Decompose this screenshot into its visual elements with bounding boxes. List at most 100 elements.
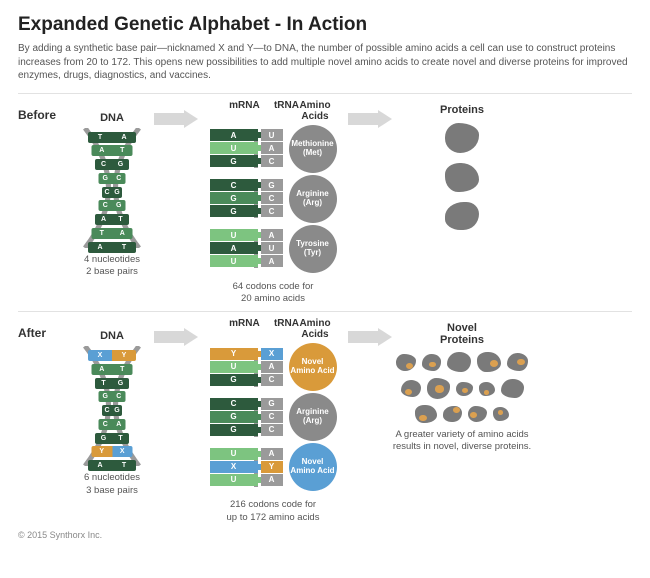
dna-caption: 6 nucleotides3 base pairs <box>84 472 140 497</box>
dna-rung: T G <box>95 378 129 389</box>
trna-base: A <box>261 255 283 267</box>
dna-rung: X Y <box>88 350 136 361</box>
dna-rung: A T <box>92 145 133 156</box>
dna-rung: C A <box>99 419 126 430</box>
codon-row: UXUAYA Novel Amino Acid <box>210 443 337 491</box>
trna-base: G <box>261 398 283 410</box>
amino-acid-circle: Arginine(Arg) <box>289 175 337 223</box>
codon-caption: 64 codons code for20 amino acids <box>233 281 314 306</box>
trna-base: G <box>261 179 283 191</box>
trna-base: U <box>261 129 283 141</box>
mrna-base: A <box>210 242 258 254</box>
protein-blob <box>479 382 495 396</box>
protein-blob <box>415 405 437 423</box>
mrna-base: X <box>210 461 258 473</box>
protein-blob <box>422 354 441 370</box>
mrna-base: U <box>210 448 258 460</box>
section-label: Before <box>18 100 70 122</box>
dna-rung: T A <box>92 228 133 239</box>
mrna-base: G <box>210 192 258 204</box>
protein-blob <box>447 352 471 372</box>
codon-row: AUGUAC Methionine(Met) <box>210 125 337 173</box>
amino-acid-circle: Arginine(Arg) <box>289 393 337 441</box>
mrna-base: G <box>210 155 258 167</box>
dna-rung: A T <box>92 364 133 375</box>
section-label: After <box>18 318 70 340</box>
panel-before: Before DNA T A A T C G G C C G C G A T <box>18 93 632 306</box>
protein-blob <box>427 378 451 398</box>
amino-acid-circle: Methionine(Met) <box>289 125 337 173</box>
protein-blob <box>507 353 528 371</box>
protein-blob <box>493 407 509 421</box>
protein-blob <box>477 352 501 372</box>
page-title: Expanded Genetic Alphabet - In Action <box>18 14 632 36</box>
protein-blob <box>443 406 462 422</box>
trna-base: C <box>261 411 283 423</box>
mrna-base: U <box>210 361 258 373</box>
mrna-base: G <box>210 424 258 436</box>
dna-rung: A T <box>88 460 136 471</box>
protein-area <box>392 352 532 423</box>
dna-label: DNA <box>100 318 124 346</box>
dna-rung: T A <box>88 132 136 143</box>
trna-base: X <box>261 348 283 360</box>
mrna-base: A <box>210 129 258 141</box>
arrow-icon <box>348 328 392 346</box>
protein-area <box>445 122 480 232</box>
trna-base: A <box>261 448 283 460</box>
dna-rung: C G <box>95 159 129 170</box>
trna-base: C <box>261 205 283 217</box>
trna-base: Y <box>261 461 283 473</box>
trna-base: C <box>261 424 283 436</box>
dna-rung: C G <box>99 200 126 211</box>
protein-blob <box>501 379 523 398</box>
protein-blob <box>445 163 479 192</box>
mrna-base: G <box>210 374 258 386</box>
protein-blob <box>468 406 487 422</box>
protein-caption: A greater variety of amino acids results… <box>392 429 532 454</box>
dna-rung: C G <box>102 187 122 198</box>
amino-acid-circle: Novel Amino Acid <box>289 443 337 491</box>
trna-base: U <box>261 242 283 254</box>
trna-base: C <box>261 192 283 204</box>
trna-base: A <box>261 142 283 154</box>
mrna-base: U <box>210 474 258 486</box>
protein-blob <box>445 202 478 230</box>
protein-label: Proteins <box>440 104 484 116</box>
trna-base: A <box>261 229 283 241</box>
mrna-base: Y <box>210 348 258 360</box>
arrow-icon <box>348 110 392 128</box>
dna-caption: 4 nucleotides2 base pairs <box>84 254 140 279</box>
mrna-base: U <box>210 229 258 241</box>
protein-label: NovelProteins <box>440 322 484 346</box>
dna-rung: G C <box>99 173 126 184</box>
dna-rung: G T <box>95 433 129 444</box>
mrna-base: C <box>210 398 258 410</box>
dna-rung: C G <box>102 405 122 416</box>
dna-rung: G C <box>99 391 126 402</box>
amino-acid-circle: Novel Amino Acid <box>289 343 337 391</box>
protein-blob <box>396 354 416 371</box>
mrna-base: G <box>210 205 258 217</box>
dna-rung: A T <box>88 242 136 253</box>
intro-text: By adding a synthetic base pair—nickname… <box>18 42 632 83</box>
codon-header: mRNAtRNAAminoAcids <box>215 318 330 340</box>
mrna-base: U <box>210 255 258 267</box>
protein-blob <box>456 382 473 396</box>
codon-row: CGGGCC Arginine(Arg) <box>210 393 337 441</box>
codon-row: UAUAUA Tyrosine(Tyr) <box>210 225 337 273</box>
codon-row: CGGGCC Arginine(Arg) <box>210 175 337 223</box>
dna-label: DNA <box>100 100 124 128</box>
arrow-icon <box>154 328 198 346</box>
mrna-base: G <box>210 411 258 423</box>
trna-base: A <box>261 361 283 373</box>
dna-rung: A T <box>95 214 129 225</box>
trna-base: A <box>261 474 283 486</box>
codon-caption: 216 codons code forup to 172 amino acids <box>227 499 320 524</box>
amino-acid-circle: Tyrosine(Tyr) <box>289 225 337 273</box>
codon-header: mRNAtRNAAminoAcids <box>215 100 330 122</box>
panel-after: After DNA X Y A T T G G C C G C A G T <box>18 311 632 524</box>
trna-base: C <box>261 155 283 167</box>
codon-row: YUG XAC Novel Amino Acid <box>210 343 337 391</box>
trna-base: C <box>261 374 283 386</box>
